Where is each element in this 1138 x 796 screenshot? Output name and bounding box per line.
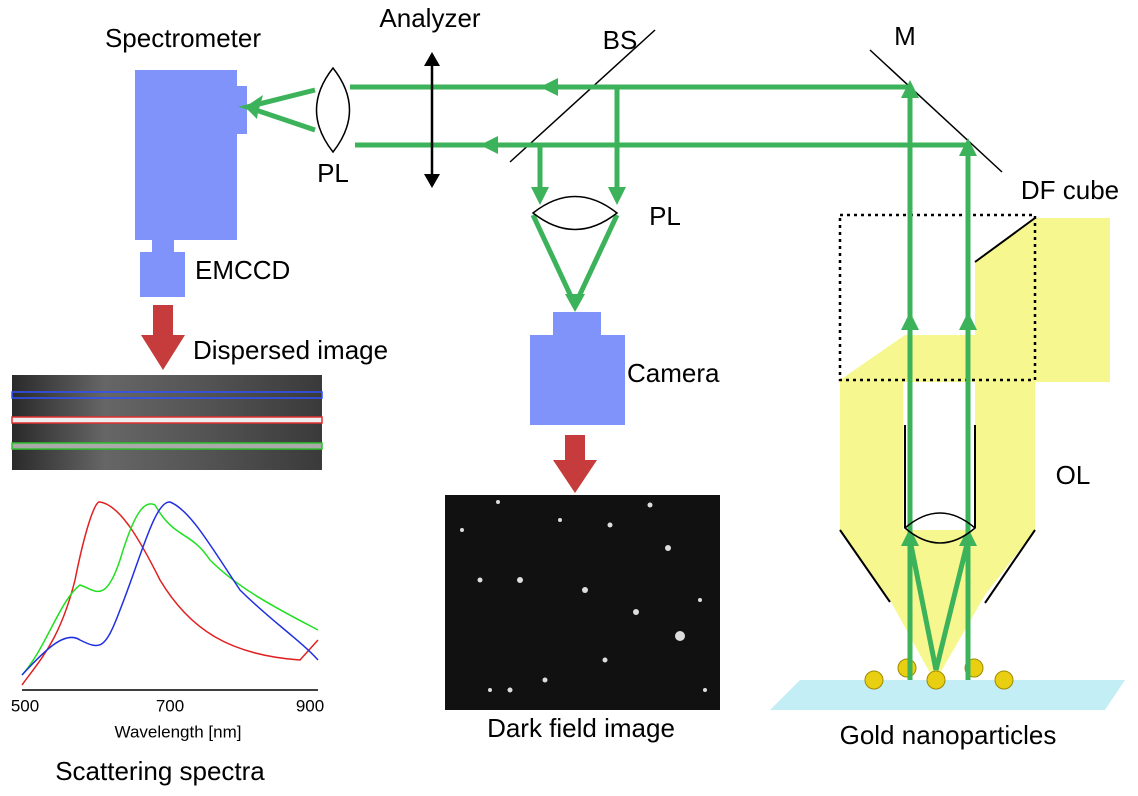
camera-port [553,312,601,338]
tick-label: 700 [156,696,184,715]
label: DF cube [1021,175,1119,205]
dark-field-image [445,495,720,710]
mirror [870,50,1002,172]
arrow-down [553,435,597,493]
label: Analyzer [379,3,480,33]
label: OL [1056,460,1091,490]
label: Spectrometer [105,23,261,53]
spectrum-green [22,504,318,675]
tick-label: 500 [11,696,39,715]
lens [533,197,617,230]
spectrum-red [22,502,318,685]
camera [530,335,625,425]
tick-label: 900 [296,696,324,715]
label: PL [649,201,681,231]
label: Gold nanoparticles [840,720,1057,750]
label: EMCCD [195,255,290,285]
emccd [140,252,185,297]
spectrometer-port [225,86,247,134]
label: Dark field image [487,713,675,743]
arrow-down [141,305,185,370]
label: Camera [627,358,720,388]
dispersed-band [12,443,322,449]
spectrometer [135,70,237,240]
label: PL [317,158,349,188]
axis-label: Wavelength [nm] [115,722,242,741]
lens [317,68,350,152]
label: Scattering spectra [55,756,265,786]
slide [770,680,1125,710]
label: BS [603,25,638,55]
ol-bore [903,382,975,530]
dispersed-band [12,417,322,423]
spectrum-blue [22,502,318,675]
diagram: Spectrometer Analyzer BS M PL PL DF cube… [0,0,1138,791]
label: Dispersed image [193,335,388,365]
label: M [894,21,916,51]
connector [152,240,174,252]
